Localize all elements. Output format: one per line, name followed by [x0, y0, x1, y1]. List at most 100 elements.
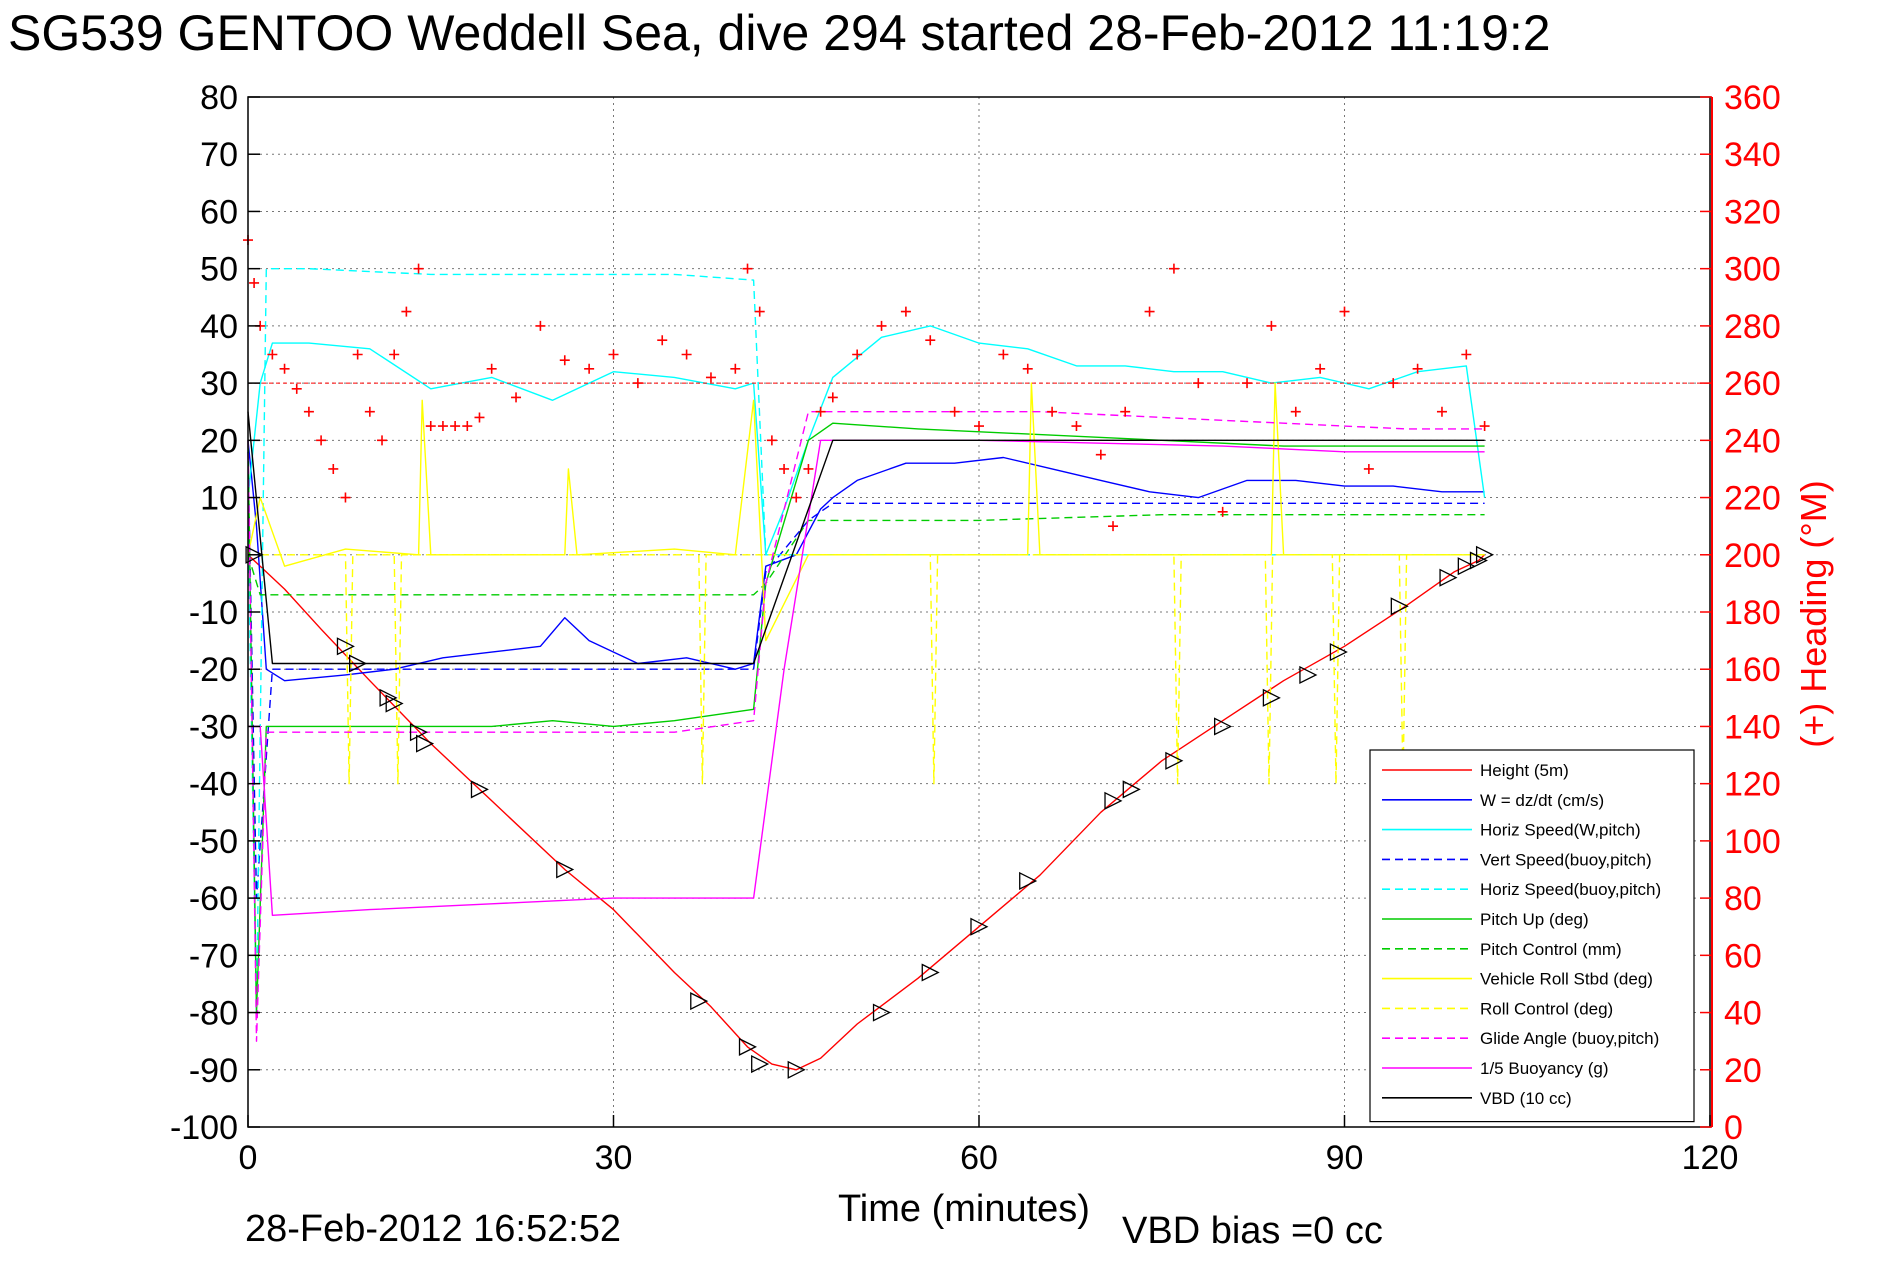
dive-marker: [1390, 597, 1409, 616]
heading-point: [425, 421, 436, 432]
heading-point: [766, 435, 777, 446]
y-tick-label: -100: [170, 1109, 238, 1147]
heading-point: [437, 421, 448, 432]
y2-tick-label: 120: [1724, 766, 1781, 804]
y-tick-label: -90: [189, 1052, 238, 1090]
y2-tick-label: 200: [1724, 537, 1781, 575]
dive-marker: [738, 1037, 757, 1056]
dive-marker: [385, 694, 404, 713]
y-tick-label: 60: [200, 193, 238, 231]
heading-point: [328, 463, 339, 474]
legend-label: Vert Speed(buoy,pitch): [1480, 850, 1652, 869]
y-tick-label: 70: [200, 136, 238, 174]
axis-ticks: 0 30 60 90 12080706050403020100-10-20-30-40-…: [170, 79, 1781, 1177]
x-tick-label: 90: [1326, 1139, 1364, 1177]
heading-point: [949, 406, 960, 417]
dive-marker: [921, 963, 940, 982]
heading-point: [1436, 406, 1447, 417]
heading-point: [1217, 506, 1228, 517]
y-tick-label: -70: [189, 937, 238, 975]
legend-box: [1369, 749, 1695, 1123]
dive-marker: [1439, 568, 1458, 587]
y-tick-label: -20: [189, 651, 238, 689]
dive-marker: [690, 992, 709, 1011]
heading-point: [803, 463, 814, 474]
heading-point: [1339, 306, 1350, 317]
legend-label: Horiz Speed(W,pitch): [1480, 821, 1641, 840]
y2-tick-label: 360: [1724, 79, 1781, 117]
y2-tick-label: 260: [1724, 365, 1781, 403]
y-tick-label: 20: [200, 422, 238, 460]
heading-point: [1315, 363, 1326, 374]
legend-label: Vehicle Roll Stbd (deg): [1480, 970, 1653, 989]
heading-point: [657, 335, 668, 346]
dive-marker: [1262, 688, 1281, 707]
heading-point: [303, 406, 314, 417]
series-line-9: [247, 411, 1485, 1042]
heading-point: [1461, 349, 1472, 360]
heading-point: [401, 306, 412, 317]
dive-marker: [1214, 717, 1233, 736]
dive-marker: [787, 1060, 806, 1079]
series-line-7: [247, 382, 1485, 642]
series-line-0: [247, 554, 1486, 1071]
dive-marker: [970, 917, 989, 936]
y2-tick-label: 40: [1724, 995, 1762, 1033]
y2-tick-label: 80: [1724, 880, 1762, 918]
dive-marker: [245, 545, 264, 564]
series-line-3: [247, 451, 1485, 899]
y2-axis-label: (+) Heading (°M): [1793, 480, 1834, 747]
heading-point: [511, 392, 522, 403]
y2-tick-label: 140: [1724, 708, 1781, 746]
y-tick-label: -60: [189, 880, 238, 918]
heading-point: [249, 277, 260, 288]
y2-tick-label: 60: [1724, 937, 1762, 975]
dive-marker: [1299, 665, 1318, 684]
y2-tick-label: 100: [1724, 823, 1781, 861]
heading-point: [377, 435, 388, 446]
heading-point: [1168, 263, 1179, 274]
heading-point: [450, 421, 461, 432]
y2-tick-label: 180: [1724, 594, 1781, 632]
series-line-5: [247, 422, 1485, 1014]
heading-point: [462, 421, 473, 432]
y2-tick-label: 220: [1724, 480, 1781, 518]
series-group: [247, 268, 1486, 1071]
heading-point: [925, 335, 936, 346]
x-tick-label: 0: [239, 1139, 258, 1177]
heading-point: [291, 383, 302, 394]
legend-label: Roll Control (deg): [1480, 999, 1613, 1018]
legend-label: 1/5 Buoyancy (g): [1480, 1059, 1609, 1078]
heading-point: [389, 349, 400, 360]
heading-point: [559, 355, 570, 366]
y-tick-label: 40: [200, 308, 238, 346]
heading-point: [316, 435, 327, 446]
dive-marker: [379, 688, 398, 707]
heading-point: [267, 349, 278, 360]
y2-tick-label: 300: [1724, 251, 1781, 289]
y2-tick-label: 340: [1724, 136, 1781, 174]
heading-point: [1095, 449, 1106, 460]
dive-marker: [416, 734, 435, 753]
dive-marker: [1457, 557, 1476, 576]
legend-label: Pitch Control (mm): [1480, 940, 1622, 959]
dive-marker: [1469, 551, 1488, 570]
heading-point: [1144, 306, 1155, 317]
chart-title: SG539 GENTOO Weddell Sea, dive 294 start…: [8, 5, 1551, 61]
heading-point: [1388, 378, 1399, 389]
footer-date: 28-Feb-2012 16:52:52: [245, 1208, 622, 1250]
dive-marker: [348, 654, 368, 673]
heading-point: [1266, 320, 1277, 331]
dive-marker: [556, 860, 575, 879]
heading-point: [1412, 363, 1423, 374]
heading-point: [974, 421, 984, 432]
heading-point: [827, 392, 838, 403]
heading-point: [340, 492, 351, 503]
y-tick-label: 30: [200, 365, 238, 403]
dive-marker: [1019, 871, 1038, 890]
y2-tick-label: 0: [1724, 1109, 1743, 1147]
heading-point: [998, 349, 1009, 360]
heading-point: [632, 378, 643, 389]
legend-label: Height (5m): [1480, 761, 1569, 780]
heading-point: [791, 492, 802, 503]
